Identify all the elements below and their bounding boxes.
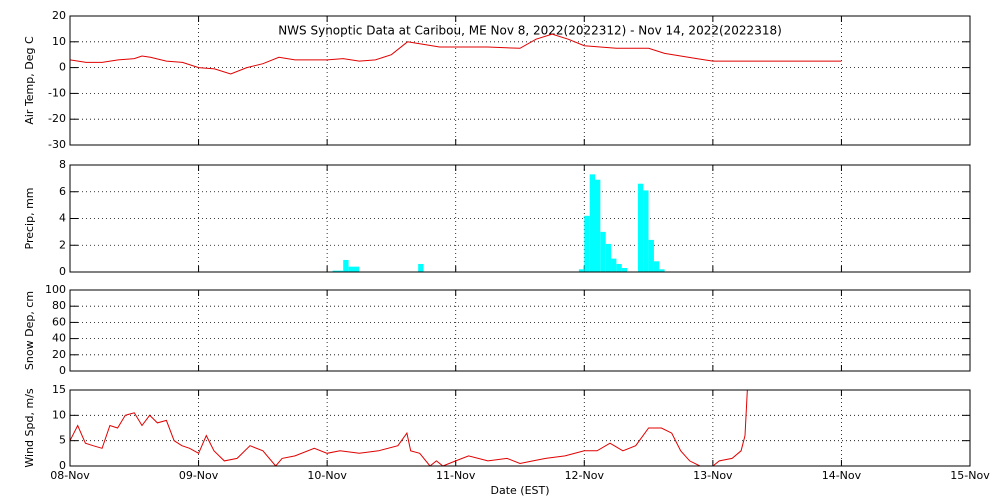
y-tick-label: 80 xyxy=(52,299,66,312)
bar xyxy=(584,215,590,272)
y-tick-label: 6 xyxy=(59,185,66,198)
bar xyxy=(600,231,606,272)
bar xyxy=(605,243,612,272)
y-tick-label: 20 xyxy=(52,348,66,361)
bar xyxy=(353,266,360,272)
chart-title: NWS Synoptic Data at Caribou, ME Nov 8, … xyxy=(278,24,782,38)
y-tick-label: 4 xyxy=(59,212,66,225)
bar xyxy=(653,261,660,272)
y-tick-label: 60 xyxy=(52,315,66,328)
y-axis-label: Air Temp, Deg C xyxy=(23,36,36,125)
x-tick-label: 14-Nov xyxy=(822,469,862,482)
bar xyxy=(616,263,622,272)
bar xyxy=(621,267,628,272)
y-tick-label: 0 xyxy=(59,364,66,377)
y-tick-label: -10 xyxy=(48,86,66,99)
bar xyxy=(343,259,349,272)
panel-frame xyxy=(69,164,971,273)
y-tick-label: 0 xyxy=(59,265,66,278)
bar xyxy=(418,263,424,272)
y-tick-label: 5 xyxy=(59,434,66,447)
bar xyxy=(594,179,601,272)
panel-frame xyxy=(69,15,971,146)
y-tick-label: 0 xyxy=(59,459,66,472)
x-tick-label: 09-Nov xyxy=(179,469,219,482)
plot-area xyxy=(332,174,665,272)
y-axis-label: Wind Spd, m/s xyxy=(23,388,36,468)
panel-frame xyxy=(69,289,971,372)
bar xyxy=(348,266,354,272)
bar xyxy=(332,270,338,272)
y-tick-label: -20 xyxy=(48,112,66,125)
y-tick-label: 8 xyxy=(59,158,66,171)
x-tick-label: 15-Nov xyxy=(950,469,990,482)
y-axis-label: Precip, mm xyxy=(23,188,36,250)
bar xyxy=(589,174,596,272)
y-tick-label: -30 xyxy=(48,138,66,151)
bar xyxy=(648,239,654,272)
plot-area xyxy=(70,33,842,75)
bar xyxy=(637,183,644,272)
panel-frame xyxy=(69,389,971,467)
y-tick-label: 2 xyxy=(59,238,66,251)
x-tick-label: 12-Nov xyxy=(565,469,605,482)
y-tick-label: 40 xyxy=(52,332,66,345)
y-tick-label: 100 xyxy=(45,283,66,296)
y-tick-label: 15 xyxy=(52,383,66,396)
bar xyxy=(337,270,344,272)
x-tick-label: 11-Nov xyxy=(436,469,476,482)
x-tick-label: 08-Nov xyxy=(50,469,90,482)
y-axis-label: Snow Dep, cm xyxy=(23,291,36,370)
y-tick-label: 20 xyxy=(52,9,66,22)
x-axis-label: Date (EST) xyxy=(490,484,549,497)
line xyxy=(70,33,842,75)
y-tick-label: 0 xyxy=(59,61,66,74)
line xyxy=(70,390,748,466)
bar xyxy=(611,258,617,272)
bar xyxy=(659,269,665,272)
x-tick-label: 10-Nov xyxy=(307,469,347,482)
x-tick-label: 13-Nov xyxy=(693,469,733,482)
y-tick-label: 10 xyxy=(52,408,66,421)
bar xyxy=(578,269,585,272)
bar xyxy=(643,190,649,272)
plot-area xyxy=(70,390,748,466)
y-tick-label: 10 xyxy=(52,35,66,48)
